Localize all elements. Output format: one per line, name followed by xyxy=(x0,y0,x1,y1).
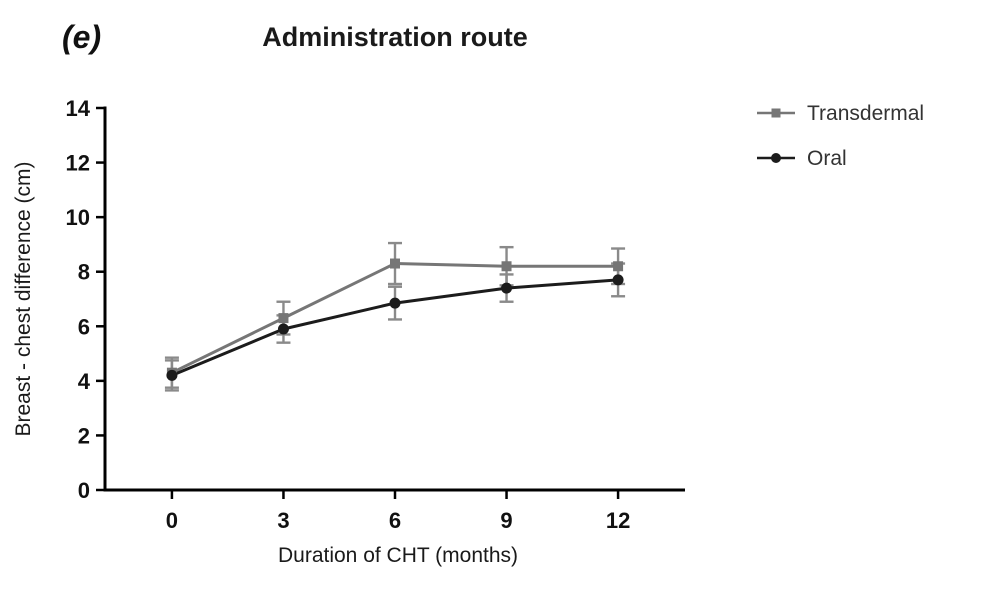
chart-title: Administration route xyxy=(262,22,528,52)
marker-square-transdermal xyxy=(278,313,289,324)
legend-marker-square xyxy=(771,108,781,118)
legend-label: Oral xyxy=(807,147,847,170)
y-tick-label: 6 xyxy=(78,314,90,339)
marker-square-transdermal xyxy=(613,261,624,272)
y-tick-label: 8 xyxy=(78,260,90,285)
panel-label: (e) xyxy=(62,19,101,55)
x-tick-label: 0 xyxy=(166,508,178,533)
y-tick-label: 14 xyxy=(66,96,91,121)
marker-circle-oral xyxy=(166,369,178,381)
x-tick-label: 3 xyxy=(277,508,289,533)
marker-circle-oral xyxy=(501,282,513,294)
y-tick-label: 0 xyxy=(78,478,90,503)
y-tick-label: 10 xyxy=(66,205,90,230)
y-tick-label: 12 xyxy=(66,151,90,176)
x-axis-label: Duration of CHT (months) xyxy=(278,544,518,567)
x-tick-label: 12 xyxy=(606,508,630,533)
x-tick-label: 6 xyxy=(389,508,401,533)
legend-marker-circle xyxy=(771,153,781,163)
marker-square-transdermal xyxy=(390,258,400,269)
marker-circle-oral xyxy=(389,297,401,309)
legend: Transdermal Oral xyxy=(757,102,924,170)
plot-area: 0 2 4 6 8 10 12 14 0 3 6 9 12 xyxy=(66,96,685,533)
marker-circle-oral xyxy=(612,274,624,286)
y-axis-label: Breast - chest difference (cm) xyxy=(12,161,35,436)
marker-circle-oral xyxy=(277,323,289,335)
y-tick-label: 2 xyxy=(78,423,90,448)
legend-label: Transdermal xyxy=(807,102,924,125)
y-tick-label: 4 xyxy=(78,369,91,394)
marker-square-transdermal xyxy=(501,261,512,272)
x-tick-label: 9 xyxy=(500,508,512,533)
